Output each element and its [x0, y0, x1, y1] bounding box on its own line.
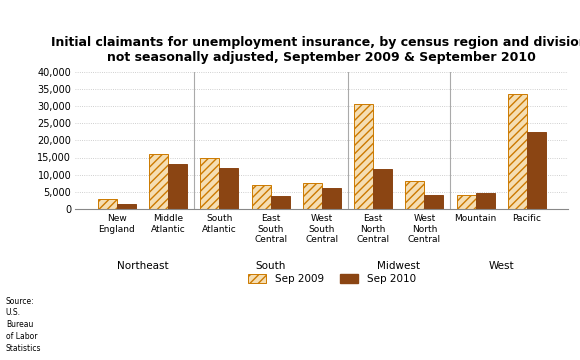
- Text: Midwest: Midwest: [378, 261, 420, 271]
- Bar: [322, 188, 341, 209]
- Bar: [271, 196, 289, 209]
- Bar: [117, 204, 136, 209]
- Text: South: South: [255, 261, 286, 271]
- Bar: [476, 193, 495, 209]
- Bar: [303, 183, 322, 209]
- Bar: [508, 94, 527, 209]
- Text: Northeast: Northeast: [117, 261, 168, 271]
- Bar: [354, 104, 373, 209]
- Legend: Sep 2009, Sep 2010: Sep 2009, Sep 2010: [244, 270, 420, 288]
- Text: Source:
U.S.
Bureau
of Labor
Statistics: Source: U.S. Bureau of Labor Statistics: [6, 297, 41, 353]
- Bar: [425, 195, 444, 209]
- Bar: [405, 181, 425, 209]
- Bar: [149, 154, 168, 209]
- Bar: [252, 185, 271, 209]
- Bar: [373, 170, 392, 209]
- Bar: [98, 199, 117, 209]
- Text: West: West: [488, 261, 514, 271]
- Bar: [219, 168, 238, 209]
- Bar: [457, 195, 476, 209]
- Bar: [200, 158, 219, 209]
- Bar: [168, 164, 187, 209]
- Bar: [527, 132, 546, 209]
- Title: Initial claimants for unemployment insurance, by census region and division,
not: Initial claimants for unemployment insur…: [51, 36, 580, 64]
